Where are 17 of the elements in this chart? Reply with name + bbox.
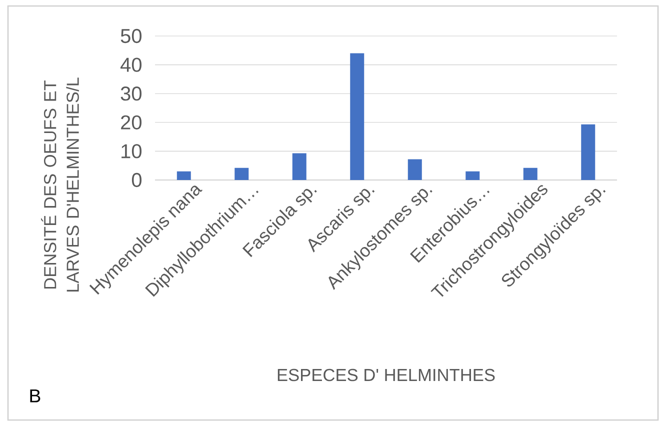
y-tick-label: 50 — [120, 28, 142, 44]
bar — [350, 53, 364, 180]
bar — [408, 159, 422, 180]
y-tick-label: 20 — [121, 115, 142, 130]
y-tick-label: 0 — [132, 172, 142, 188]
y-tick-label: 40 — [120, 58, 142, 72]
bar — [234, 168, 249, 180]
y-tick-label: 30 — [120, 86, 142, 101]
x-axis-title: ESPECES D' HELMINTHES — [278, 368, 495, 382]
bar — [523, 168, 538, 180]
bar — [581, 124, 596, 180]
bar — [176, 171, 191, 180]
y-tick-label: 10 — [122, 144, 142, 158]
y-axis-title: DENSITÉ DES OEUFS ET LARVES D'HELMINTHES/L — [41, 78, 79, 292]
text: B — [30, 389, 40, 402]
bar — [466, 171, 480, 180]
bar — [292, 153, 306, 180]
